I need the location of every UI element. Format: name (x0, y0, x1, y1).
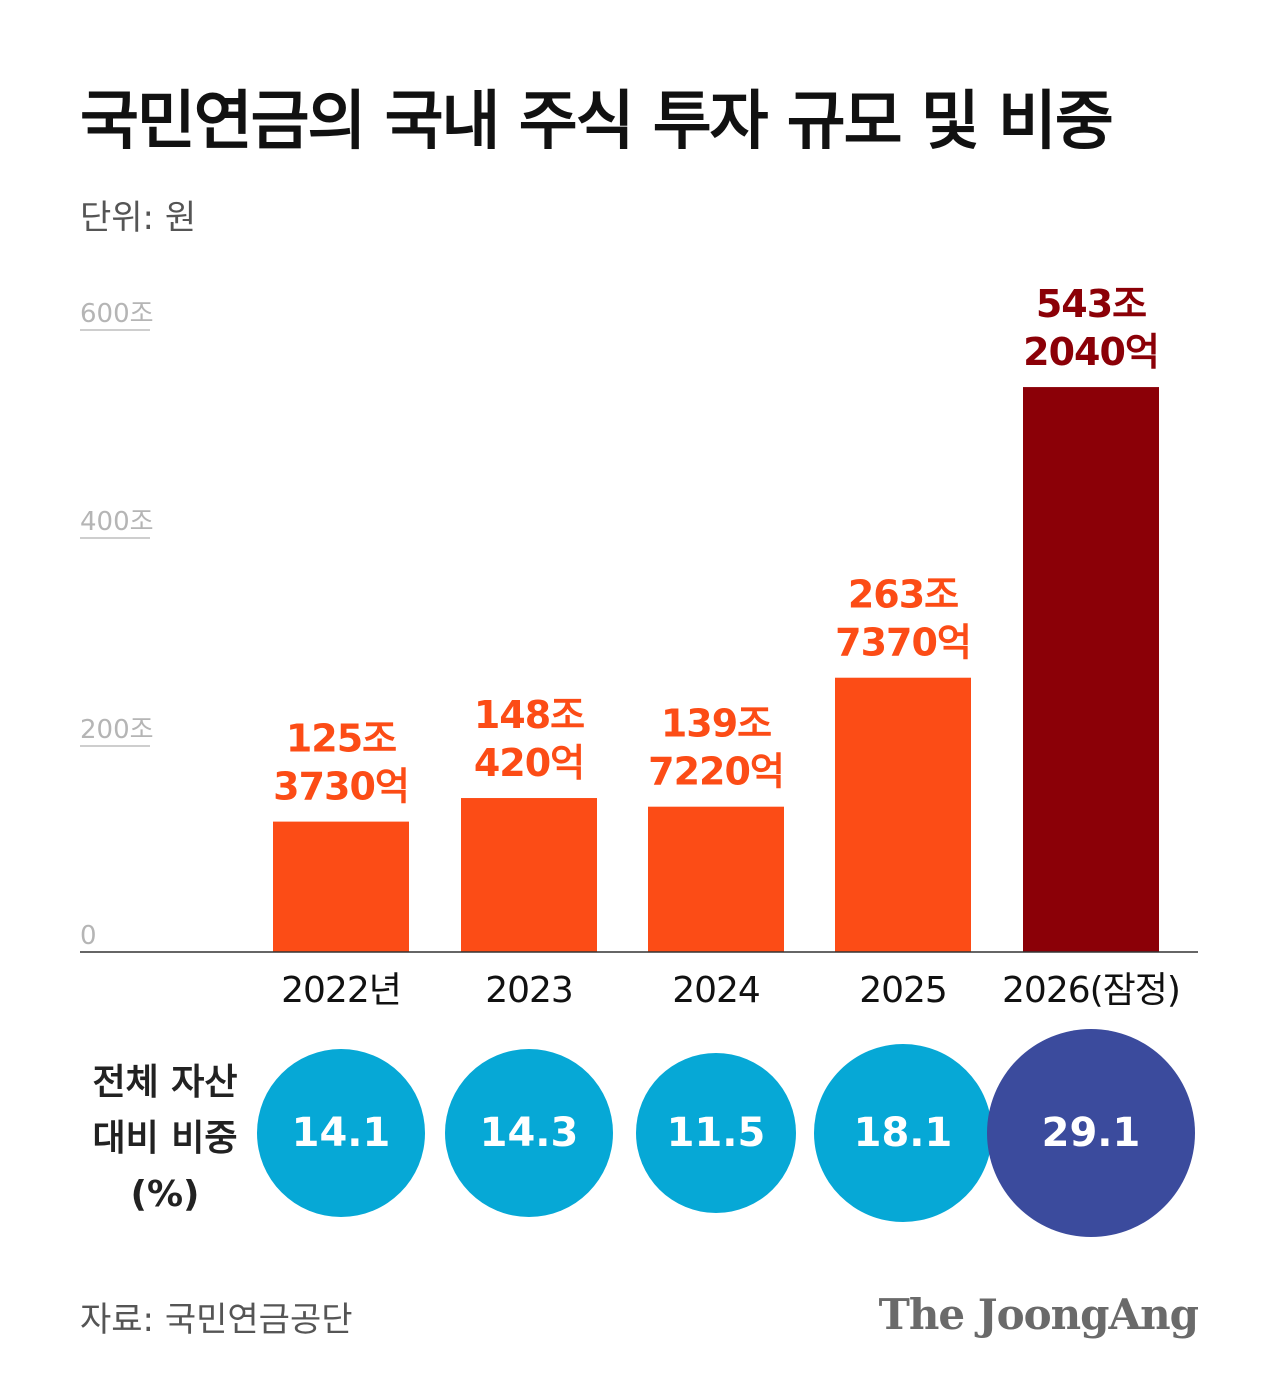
share-bubble: 14.1 (257, 1049, 425, 1217)
bar-value-label: 543조 (1036, 282, 1146, 326)
bar (461, 798, 597, 952)
y-tick-label: 0 (80, 921, 97, 951)
share-label-line: 대비 비중 (92, 1118, 238, 1159)
share-value: 14.3 (479, 1109, 579, 1156)
source-note: 자료: 국민연금공단 (80, 1300, 353, 1340)
bar-value-label: 263조 (848, 573, 958, 617)
share-bubble: 11.5 (635, 1052, 797, 1214)
share-label-line: 전체 자산 (92, 1062, 238, 1103)
share-value: 18.1 (853, 1109, 953, 1156)
y-tick-label: 200조 (80, 715, 154, 745)
y-tick-label: 600조 (80, 299, 154, 329)
share-value: 29.1 (1041, 1110, 1141, 1156)
x-tick-label: 2023 (485, 970, 573, 1011)
share-bubble: 18.1 (813, 1043, 993, 1223)
bar (648, 806, 784, 952)
bar-value-label: 7370억 (835, 621, 971, 665)
bar-value-label: 139조 (661, 702, 771, 746)
x-tick-label: 2022년 (281, 970, 401, 1011)
bar-value-label: 420억 (474, 741, 584, 785)
share-bubble: 14.3 (444, 1048, 614, 1218)
bar (273, 821, 409, 952)
share-label-line: (%) (130, 1174, 200, 1215)
share-value: 14.1 (291, 1109, 391, 1156)
share-value: 11.5 (666, 1109, 766, 1156)
y-tick-label: 400조 (80, 507, 154, 537)
share-bubble: 29.1 (987, 1029, 1195, 1237)
x-tick-label: 2026(잠정) (1002, 970, 1180, 1011)
publisher-logo: The JoongAng (878, 1290, 1199, 1339)
bar (1023, 387, 1159, 952)
unit-label: 단위: 원 (80, 198, 197, 238)
x-tick-label: 2025 (859, 970, 947, 1011)
chart-title: 국민연금의 국내 주식 투자 규모 및 비중 (80, 85, 1114, 159)
bar-value-label: 148조 (474, 693, 584, 737)
share-label: 전체 자산 대비 비중 (%) (80, 1055, 250, 1223)
bar (835, 677, 971, 952)
bar-value-label: 7220억 (648, 750, 784, 794)
bar-value-label: 125조 (286, 717, 396, 761)
bar-value-label: 3730억 (273, 765, 409, 809)
x-tick-label: 2024 (672, 970, 760, 1011)
bar-value-label: 2040억 (1023, 330, 1159, 374)
